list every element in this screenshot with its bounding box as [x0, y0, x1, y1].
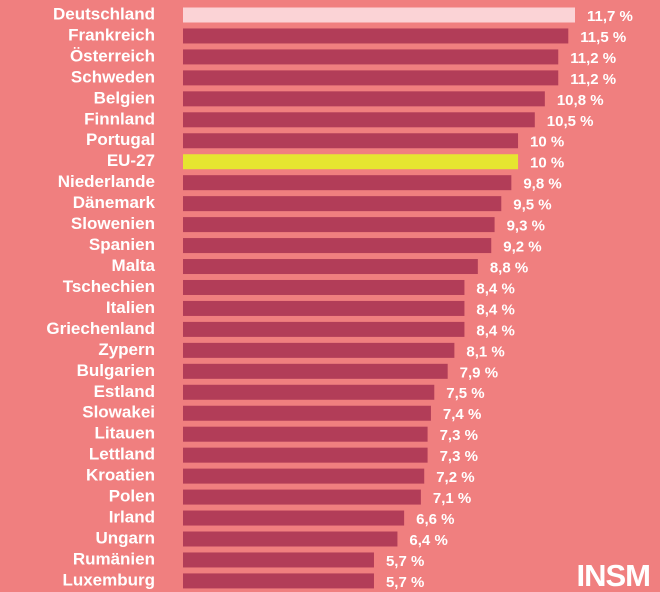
bar: [183, 468, 425, 484]
value-label: 6,4 %: [409, 532, 447, 549]
category-label: Finnland: [84, 109, 155, 128]
category-label: Malta: [112, 256, 156, 275]
value-label: 8,4 %: [476, 280, 514, 297]
value-label: 8,1 %: [466, 343, 504, 360]
bar: [183, 531, 398, 547]
bar: [183, 573, 374, 589]
bar: [183, 384, 435, 400]
category-label: EU-27: [107, 151, 155, 170]
category-label: Ungarn: [96, 528, 156, 547]
value-label: 11,5 %: [580, 29, 626, 46]
category-label: Slowenien: [71, 214, 155, 233]
value-label: 10,5 %: [547, 113, 594, 130]
value-label: 9,5 %: [513, 197, 551, 214]
category-label: Tschechien: [63, 277, 155, 296]
category-label: Deutschland: [53, 4, 155, 23]
value-label: 10 %: [530, 134, 564, 151]
bar: [183, 91, 545, 107]
value-label: 11,2 %: [570, 71, 616, 88]
category-label: Polen: [109, 487, 155, 506]
bar: [183, 259, 478, 275]
bar: [183, 489, 421, 505]
value-label: 10 %: [530, 155, 564, 172]
value-label: 7,2 %: [436, 469, 474, 486]
value-label: 11,7 %: [587, 8, 633, 25]
bar: [183, 49, 559, 65]
bar: [183, 70, 559, 86]
bar: [183, 7, 575, 23]
value-label: 9,2 %: [503, 239, 541, 256]
bar: [183, 133, 519, 149]
category-label: Spanien: [89, 235, 155, 254]
category-label: Lettland: [89, 445, 155, 464]
bar: [183, 426, 428, 442]
category-label: Belgien: [94, 88, 155, 107]
bar: [183, 342, 455, 358]
bar: [183, 363, 448, 379]
value-label: 7,1 %: [433, 490, 471, 507]
category-label: Italien: [106, 298, 155, 317]
value-label: 9,3 %: [507, 218, 545, 235]
category-label: Irland: [109, 508, 155, 527]
value-label: 9,8 %: [523, 176, 561, 193]
bar: [183, 175, 512, 191]
value-label: 8,4 %: [476, 322, 514, 339]
category-label: Niederlande: [58, 172, 155, 191]
bar: [183, 321, 465, 337]
brand-logo: INSM: [577, 558, 651, 592]
bar: [183, 28, 569, 44]
category-label: Slowakei: [82, 403, 155, 422]
bar: [183, 510, 405, 526]
bar: [183, 238, 492, 254]
value-label: 8,8 %: [490, 259, 528, 276]
category-label: Griechenland: [46, 319, 155, 338]
bar: [183, 196, 502, 212]
bar: [183, 217, 495, 233]
bar: [183, 552, 374, 568]
value-label: 10,8 %: [557, 92, 604, 109]
value-label: 7,5 %: [446, 385, 484, 402]
category-label: Zypern: [98, 340, 155, 359]
category-label: Rumänien: [73, 549, 155, 568]
category-label: Bulgarien: [77, 361, 155, 380]
category-label: Österreich: [70, 46, 155, 65]
value-label: 5,7 %: [386, 553, 424, 570]
value-label: 5,7 %: [386, 574, 424, 591]
category-label: Luxemburg: [62, 570, 155, 589]
bar: [183, 154, 519, 170]
value-label: 8,4 %: [476, 301, 514, 318]
bar: [183, 112, 535, 128]
value-label: 7,4 %: [443, 406, 481, 423]
value-label: 6,6 %: [416, 511, 454, 528]
bar: [183, 447, 428, 463]
category-label: Litauen: [95, 424, 155, 443]
category-label: Kroatien: [86, 466, 155, 485]
bar: [183, 300, 465, 316]
category-label: Estland: [94, 382, 155, 401]
value-label: 7,9 %: [460, 364, 498, 381]
value-label: 7,3 %: [440, 448, 478, 465]
category-label: Portugal: [86, 130, 155, 149]
category-label: Schweden: [71, 67, 155, 86]
value-label: 11,2 %: [570, 50, 616, 67]
category-label: Frankreich: [68, 25, 155, 44]
category-label: Dänemark: [73, 193, 156, 212]
bar: [183, 279, 465, 295]
bar: [183, 405, 431, 421]
value-label: 7,3 %: [440, 427, 478, 444]
